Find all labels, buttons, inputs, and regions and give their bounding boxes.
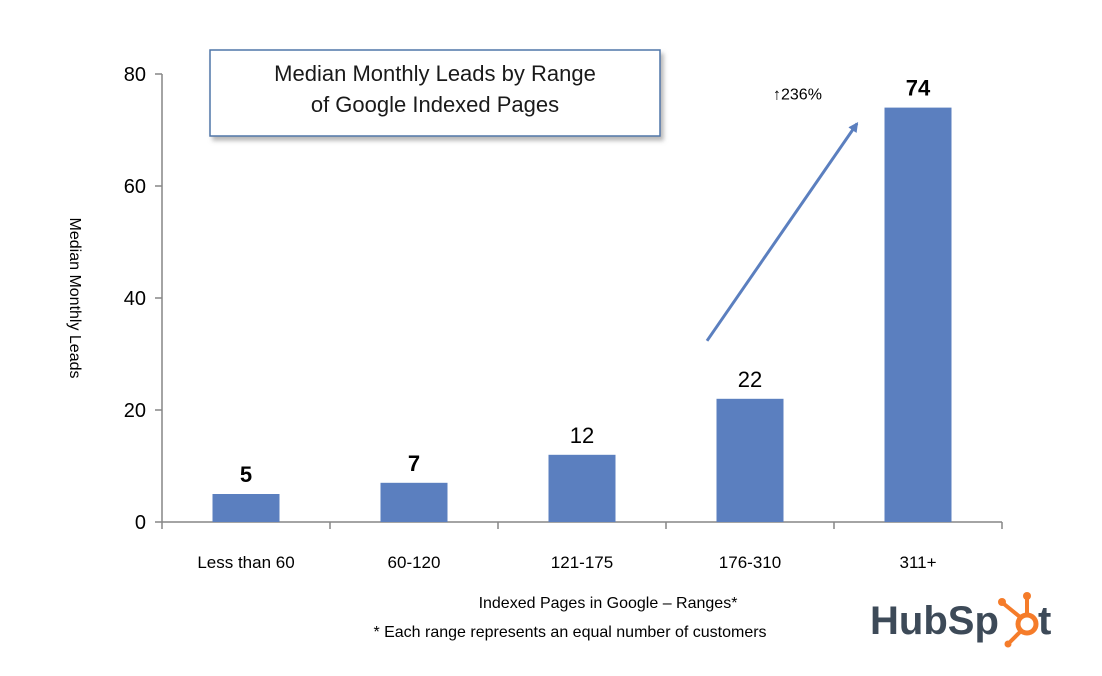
bar	[716, 398, 784, 522]
y-tick-label: 0	[135, 512, 146, 534]
sprocket-icon	[998, 592, 1039, 648]
hubspot-logo: HubSp t	[870, 592, 1051, 648]
svg-text:HubSp: HubSp	[870, 599, 999, 643]
bar	[548, 454, 616, 522]
bars	[212, 107, 952, 522]
x-tick-label: 121-175	[551, 553, 613, 572]
bar-value-label: 7	[408, 451, 420, 476]
chart-title-line-1: Median Monthly Leads by Range	[274, 61, 596, 86]
bar-value-label: 12	[570, 423, 594, 448]
x-axis-title: Indexed Pages in Google – Ranges*	[479, 595, 738, 612]
chart-title-line-2: of Google Indexed Pages	[311, 92, 559, 117]
x-tick-label: 176-310	[719, 553, 781, 572]
value-labels: 5 7 12 22 74	[240, 76, 931, 487]
bar	[884, 107, 952, 522]
y-tick-label: 60	[124, 176, 146, 198]
x-ticks	[161, 522, 1003, 529]
y-axis-title: Median Monthly Leads	[66, 218, 83, 379]
growth-annotation-label: ↑236%	[773, 87, 822, 104]
svg-text:t: t	[1038, 599, 1051, 643]
bar	[212, 494, 280, 522]
y-tick-label: 80	[124, 64, 146, 86]
bar-value-label: 74	[906, 76, 931, 101]
category-labels: Less than 60 60-120 121-175 176-310 311+	[197, 553, 936, 572]
footnote: * Each range represents an equal number …	[373, 624, 766, 641]
y-ticks: 0 20 40 60 80	[124, 64, 162, 534]
x-tick-label: 311+	[899, 553, 936, 572]
x-tick-label: Less than 60	[197, 553, 294, 572]
growth-arrow	[705, 121, 859, 342]
bar-value-label: 5	[240, 462, 252, 487]
y-tick-label: 40	[124, 288, 146, 310]
chart-title-box: Median Monthly Leads by Range of Google …	[209, 49, 661, 137]
x-tick-label: 60-120	[388, 553, 441, 572]
growth-annotation: ↑236%	[705, 87, 859, 342]
bar	[380, 482, 448, 522]
bar-value-label: 22	[738, 367, 762, 392]
y-tick-label: 20	[124, 400, 146, 422]
